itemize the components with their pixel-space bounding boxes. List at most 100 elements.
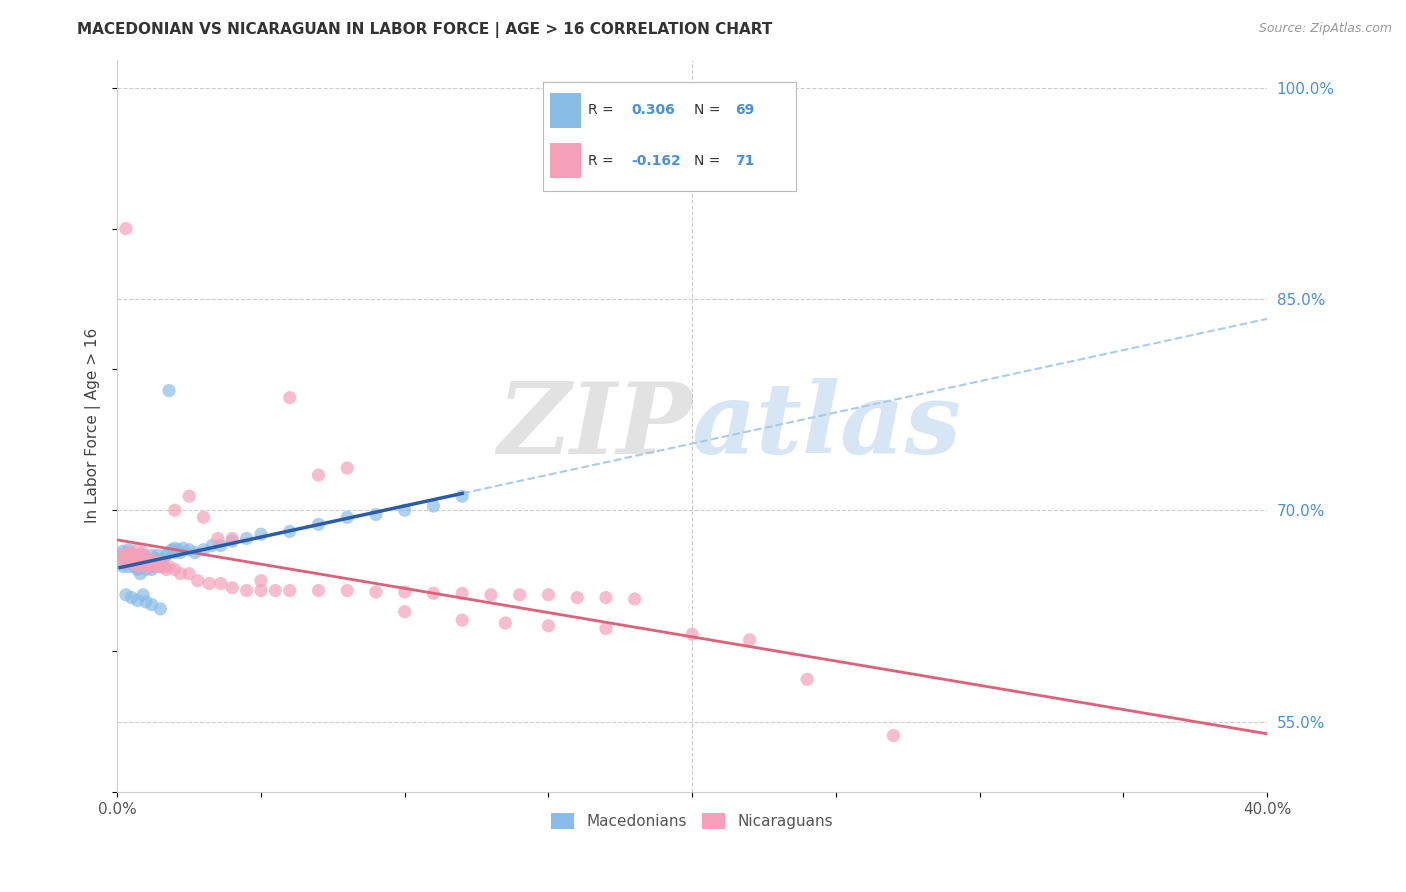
Point bbox=[149, 552, 172, 566]
Point bbox=[207, 532, 229, 546]
Point bbox=[121, 555, 143, 569]
Point bbox=[138, 559, 160, 574]
Point bbox=[143, 552, 166, 566]
Point bbox=[118, 552, 141, 566]
Point bbox=[172, 541, 194, 556]
Point bbox=[127, 559, 149, 574]
Point bbox=[146, 555, 169, 569]
Point bbox=[108, 549, 131, 563]
Point bbox=[115, 552, 138, 566]
Point bbox=[135, 552, 157, 566]
Point bbox=[623, 592, 645, 607]
Point bbox=[138, 552, 160, 566]
Point bbox=[422, 586, 444, 600]
Point bbox=[141, 555, 163, 569]
Point bbox=[132, 545, 155, 559]
Point bbox=[308, 468, 330, 483]
Point bbox=[143, 559, 166, 574]
Point bbox=[111, 559, 134, 574]
Point bbox=[115, 549, 138, 563]
Point bbox=[121, 552, 143, 566]
Point bbox=[118, 552, 141, 566]
Point bbox=[127, 562, 149, 576]
Point bbox=[135, 595, 157, 609]
Point bbox=[184, 545, 207, 559]
Point bbox=[796, 673, 818, 687]
Point bbox=[132, 559, 155, 574]
Point bbox=[149, 602, 172, 616]
Point bbox=[308, 517, 330, 532]
Point bbox=[149, 559, 172, 574]
Point bbox=[567, 591, 589, 605]
Point bbox=[135, 559, 157, 574]
Point bbox=[127, 542, 149, 557]
Text: atlas: atlas bbox=[692, 377, 962, 474]
Point bbox=[187, 574, 209, 588]
Point bbox=[494, 615, 516, 630]
Point bbox=[157, 545, 180, 559]
Point bbox=[221, 534, 243, 549]
Point bbox=[135, 562, 157, 576]
Point bbox=[129, 557, 152, 571]
Point bbox=[111, 552, 134, 566]
Point bbox=[121, 549, 143, 563]
Point bbox=[124, 549, 146, 563]
Point bbox=[152, 559, 174, 574]
Point bbox=[209, 576, 232, 591]
Point bbox=[278, 391, 301, 405]
Point bbox=[127, 552, 149, 566]
Point bbox=[127, 549, 149, 563]
Y-axis label: In Labor Force | Age > 16: In Labor Force | Age > 16 bbox=[86, 328, 101, 524]
Point bbox=[141, 562, 163, 576]
Point bbox=[121, 555, 143, 569]
Point bbox=[138, 559, 160, 574]
Point bbox=[108, 549, 131, 563]
Point bbox=[129, 552, 152, 566]
Point bbox=[595, 591, 617, 605]
Point bbox=[163, 541, 186, 556]
Point bbox=[264, 583, 287, 598]
Point bbox=[336, 510, 359, 524]
Point bbox=[479, 588, 502, 602]
Point bbox=[118, 559, 141, 574]
Point bbox=[135, 552, 157, 566]
Point bbox=[132, 555, 155, 569]
Point bbox=[132, 588, 155, 602]
Point bbox=[157, 559, 180, 574]
Point bbox=[509, 588, 531, 602]
Point bbox=[141, 598, 163, 612]
Point bbox=[235, 532, 257, 546]
Point bbox=[149, 559, 172, 574]
Point bbox=[221, 581, 243, 595]
Point bbox=[422, 499, 444, 513]
Text: MACEDONIAN VS NICARAGUAN IN LABOR FORCE | AGE > 16 CORRELATION CHART: MACEDONIAN VS NICARAGUAN IN LABOR FORCE … bbox=[77, 22, 773, 38]
Point bbox=[364, 508, 387, 522]
Point bbox=[169, 545, 191, 559]
Point bbox=[278, 583, 301, 598]
Point bbox=[595, 622, 617, 636]
Text: Source: ZipAtlas.com: Source: ZipAtlas.com bbox=[1258, 22, 1392, 36]
Point bbox=[179, 542, 201, 557]
Point bbox=[451, 586, 474, 600]
Point bbox=[111, 544, 134, 558]
Text: ZIP: ZIP bbox=[498, 377, 692, 474]
Point bbox=[221, 532, 243, 546]
Point bbox=[127, 593, 149, 607]
Point bbox=[132, 549, 155, 563]
Point bbox=[681, 627, 703, 641]
Point bbox=[163, 545, 186, 559]
Point bbox=[209, 539, 232, 553]
Point bbox=[451, 489, 474, 503]
Point bbox=[118, 542, 141, 557]
Point bbox=[115, 221, 138, 235]
Point bbox=[124, 559, 146, 574]
Point bbox=[882, 729, 904, 743]
Point bbox=[250, 574, 273, 588]
Point bbox=[198, 576, 221, 591]
Point bbox=[166, 542, 188, 557]
Point bbox=[146, 549, 169, 563]
Point bbox=[364, 585, 387, 599]
Point bbox=[179, 489, 201, 503]
Point bbox=[149, 557, 172, 571]
Point bbox=[394, 585, 416, 599]
